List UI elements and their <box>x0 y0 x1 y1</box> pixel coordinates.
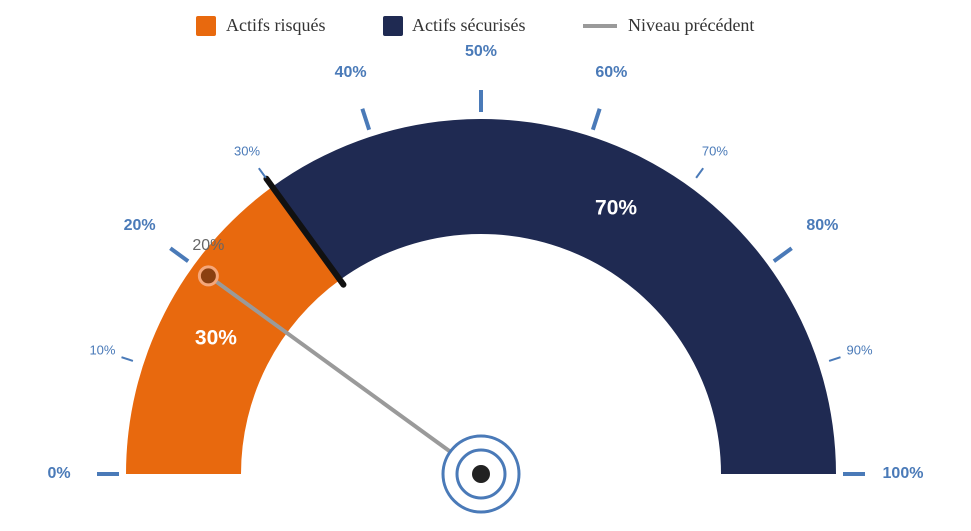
tick-label: 100% <box>883 465 924 482</box>
legend-swatch <box>196 16 216 36</box>
tick-mark <box>121 356 134 362</box>
tick-label: 40% <box>335 64 367 81</box>
tick-mark <box>169 246 190 263</box>
legend-label: Actifs sécurisés <box>412 15 525 35</box>
tick-label: 0% <box>47 465 70 482</box>
tick-label: 70% <box>702 143 728 158</box>
value-label: 70% <box>595 196 637 219</box>
tick-label: 50% <box>465 43 497 60</box>
tick-mark <box>360 108 372 131</box>
tick-mark <box>828 356 841 362</box>
needle-label: 20% <box>192 237 224 254</box>
tick-label: 90% <box>847 342 873 357</box>
tick-mark <box>772 246 793 263</box>
legend-label: Niveau précédent <box>628 15 754 35</box>
gauge-segment <box>272 118 836 474</box>
legend-swatch <box>383 16 403 36</box>
separator <box>263 175 347 288</box>
tick-mark <box>695 167 704 179</box>
tick-mark <box>590 108 602 131</box>
legend-label: Actifs risqués <box>226 15 325 35</box>
tick-label: 10% <box>89 342 115 357</box>
hub-dot <box>472 465 490 483</box>
needle <box>207 274 483 476</box>
tick-label: 80% <box>806 217 838 234</box>
tick-label: 20% <box>124 217 156 234</box>
value-label: 30% <box>195 326 237 349</box>
tick-mark <box>258 167 267 179</box>
tick-label: 30% <box>234 143 260 158</box>
gauge-segment <box>126 186 340 475</box>
needle-pin <box>197 265 219 287</box>
tick-label: 60% <box>595 64 627 81</box>
